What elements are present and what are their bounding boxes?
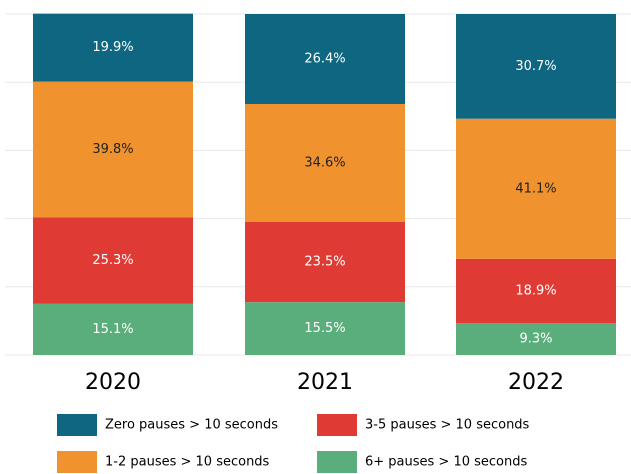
legend-label: Zero pauses > 10 seconds bbox=[105, 418, 278, 433]
data-label: 15.1% bbox=[92, 322, 133, 337]
data-label: 23.5% bbox=[304, 255, 345, 270]
bar-segment bbox=[245, 14, 405, 105]
bar-segment bbox=[33, 303, 193, 355]
legend-swatch bbox=[317, 451, 357, 473]
bar-segment bbox=[33, 13, 193, 82]
x-tick-label: 2021 bbox=[297, 370, 353, 395]
legend-label: 3-5 pauses > 10 seconds bbox=[365, 418, 530, 433]
data-label: 18.9% bbox=[515, 284, 556, 299]
data-label: 41.1% bbox=[515, 181, 556, 196]
data-label: 39.8% bbox=[92, 142, 133, 157]
x-tick-label: 2022 bbox=[508, 370, 564, 395]
data-label: 30.7% bbox=[515, 59, 556, 74]
data-label: 25.3% bbox=[92, 253, 133, 268]
legend-swatch bbox=[57, 451, 97, 473]
legend-label: 6+ pauses > 10 seconds bbox=[365, 455, 527, 470]
bar-segment bbox=[456, 14, 616, 119]
data-label: 34.6% bbox=[304, 156, 345, 171]
x-tick-label: 2020 bbox=[85, 370, 141, 395]
bar-segment bbox=[456, 258, 616, 324]
bar-segment bbox=[245, 302, 405, 355]
legend-swatch bbox=[317, 414, 357, 436]
data-label: 19.9% bbox=[92, 40, 133, 55]
legend-label: 1-2 pauses > 10 seconds bbox=[105, 455, 270, 470]
bar-segment bbox=[33, 217, 193, 304]
data-label: 9.3% bbox=[519, 332, 552, 347]
bar-segment bbox=[33, 81, 193, 218]
legend-swatch bbox=[57, 414, 97, 436]
bar-segment bbox=[245, 222, 405, 303]
data-label: 15.5% bbox=[304, 321, 345, 336]
data-label: 26.4% bbox=[304, 52, 345, 67]
bar-segment bbox=[245, 104, 405, 223]
bar-segment bbox=[456, 323, 616, 355]
bar-segment bbox=[456, 118, 616, 259]
